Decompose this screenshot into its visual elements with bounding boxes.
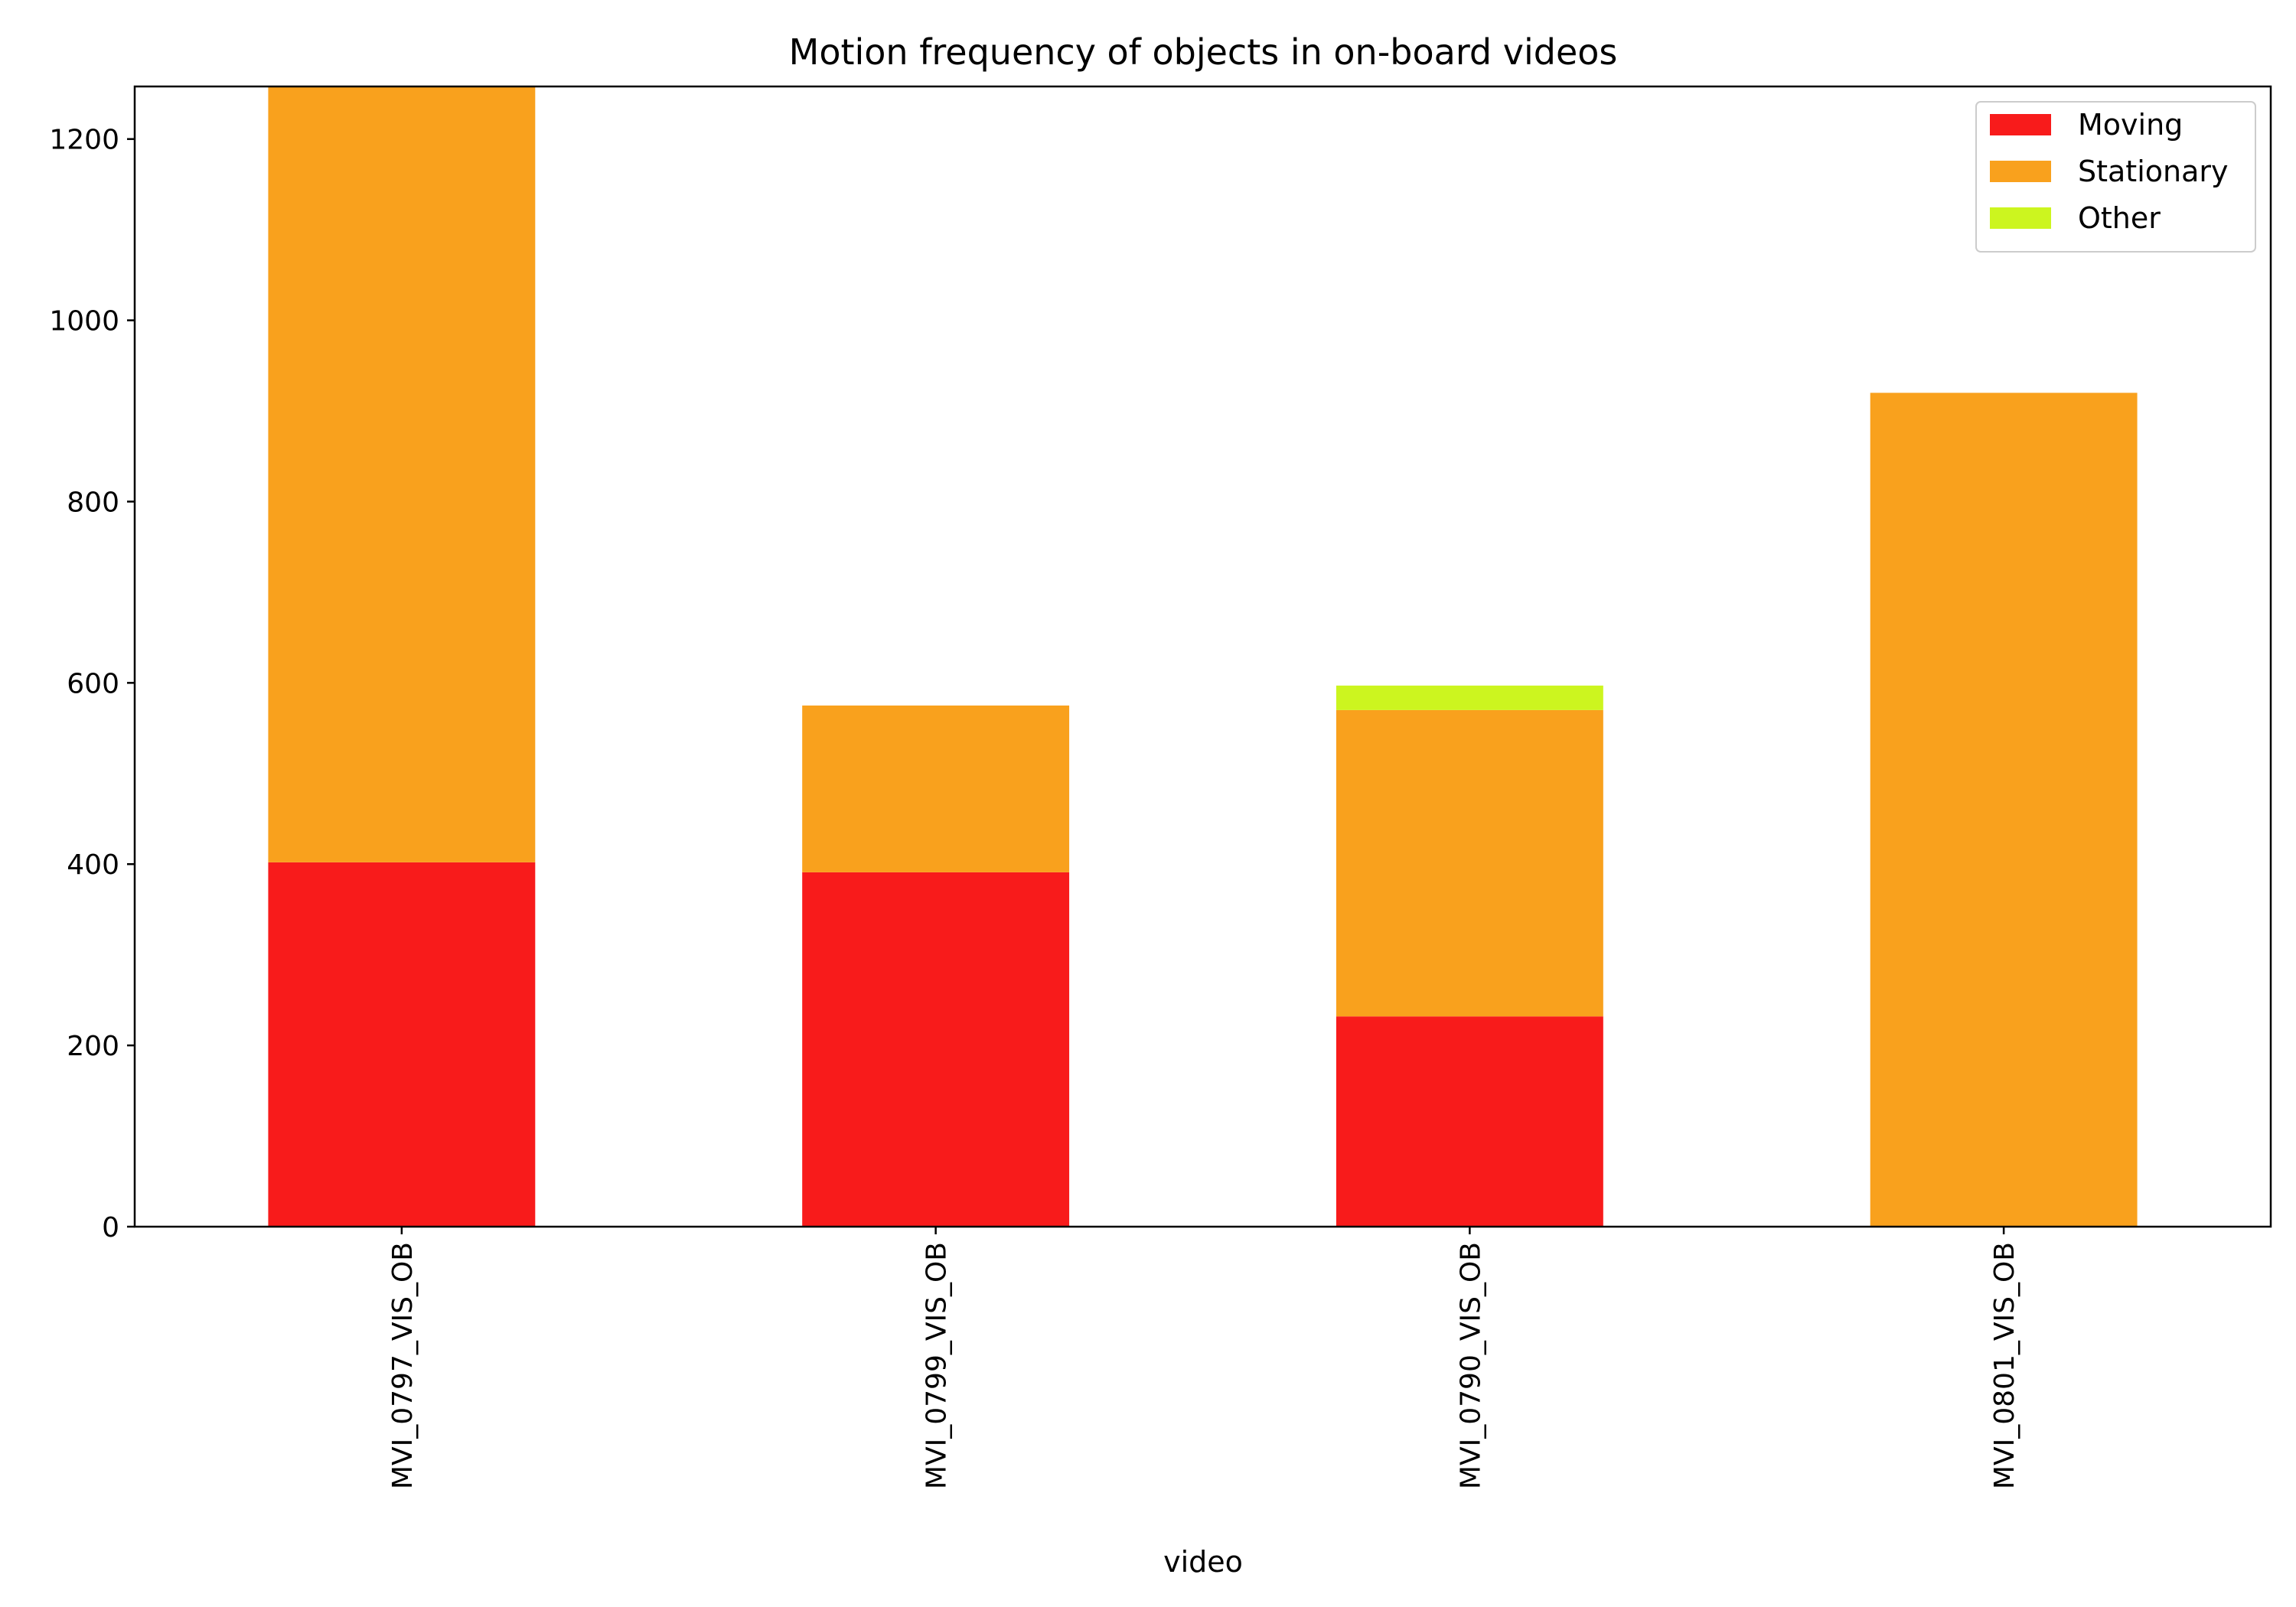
x-tick-label: MVI_0790_VIS_OB bbox=[1455, 1242, 1486, 1489]
bar-moving-2 bbox=[1336, 1016, 1603, 1227]
legend-items: Moving Stationary Other bbox=[1990, 108, 2229, 235]
legend-label-other: Other bbox=[2078, 201, 2161, 235]
x-tick-label: MVI_0801_VIS_OB bbox=[1989, 1242, 2020, 1489]
y-tick-label: 600 bbox=[67, 668, 119, 699]
bar-stationary-0 bbox=[268, 86, 536, 862]
plot-frame bbox=[133, 85, 2272, 1228]
legend: Moving Stationary Other bbox=[1975, 101, 2256, 253]
x-axis-label: video bbox=[1163, 1545, 1243, 1579]
bar-stationary-1 bbox=[802, 705, 1070, 872]
bar-stationary-3 bbox=[1870, 393, 2138, 1227]
x-axis-ticks: MVI_0797_VIS_OB MVI_0799_VIS_OB MVI_0790_V… bbox=[387, 1227, 2020, 1489]
y-axis-ticks: 0 200 400 600 800 1000 1200 bbox=[49, 125, 135, 1244]
x-tick-label: MVI_0797_VIS_OB bbox=[387, 1242, 419, 1489]
y-tick-label: 400 bbox=[67, 849, 119, 881]
legend-swatch-other bbox=[1990, 207, 2051, 229]
bar-stationary-2 bbox=[1336, 709, 1603, 1017]
y-tick-label: 200 bbox=[67, 1031, 119, 1062]
y-tick-label: 800 bbox=[67, 487, 119, 518]
chart-title: Motion frequency of objects in on-board … bbox=[789, 31, 1618, 73]
bar-moving-0 bbox=[268, 862, 536, 1227]
legend-swatch-moving bbox=[1990, 114, 2051, 135]
bar-other-2 bbox=[1336, 685, 1603, 710]
legend-label-stationary: Stationary bbox=[2078, 155, 2229, 188]
y-tick-label: 1000 bbox=[49, 306, 119, 337]
y-tick-label: 1200 bbox=[49, 125, 119, 156]
legend-label-moving: Moving bbox=[2078, 108, 2183, 142]
x-tick-label: MVI_0799_VIS_OB bbox=[921, 1242, 953, 1489]
bars-layer bbox=[268, 86, 2138, 1227]
y-tick-label: 0 bbox=[102, 1212, 119, 1244]
bar-moving-1 bbox=[802, 872, 1070, 1227]
legend-swatch-stationary bbox=[1990, 161, 2051, 182]
